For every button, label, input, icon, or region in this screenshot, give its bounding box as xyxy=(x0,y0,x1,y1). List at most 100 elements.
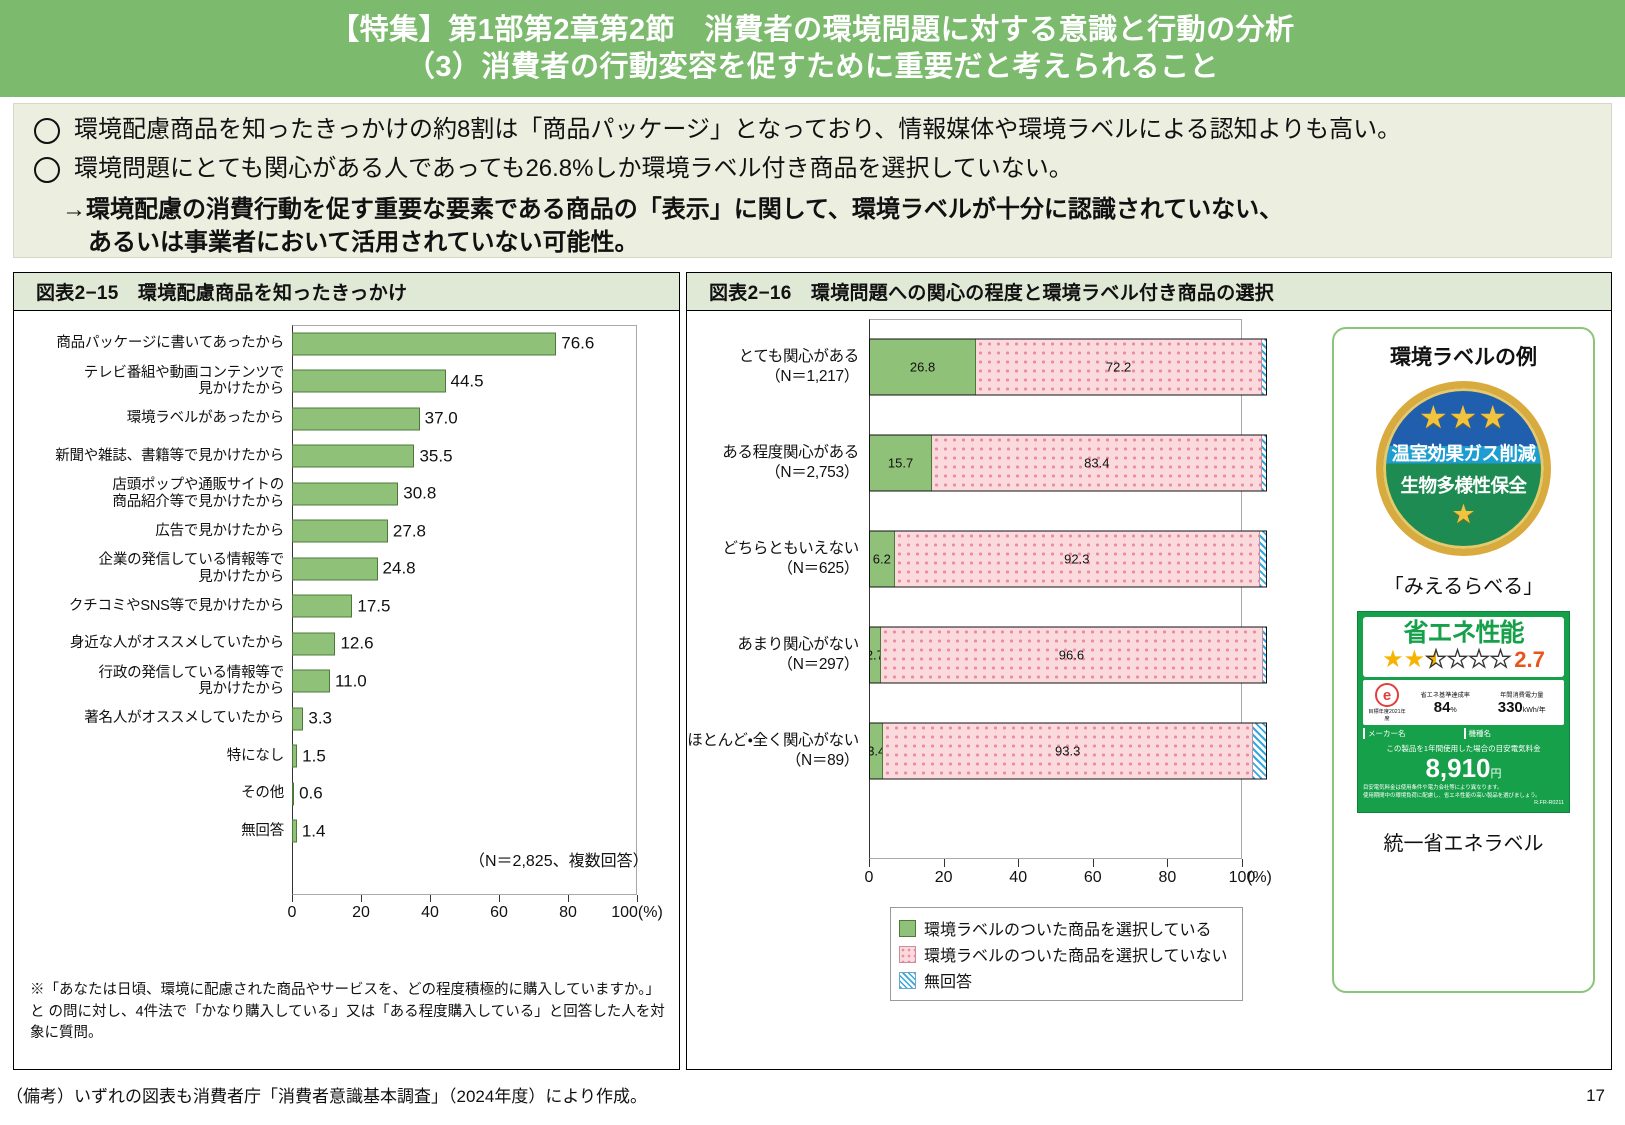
right-axis-tick-label: 40 xyxy=(1009,869,1028,886)
left-bar xyxy=(292,369,446,393)
left-axis-tick-label: 60 xyxy=(490,904,508,921)
left-bar-category-label: クチコミやSNS等で見かけたから xyxy=(68,597,284,614)
right-panel-header: 図表2−16 環境問題への関心の程度と環境ラベル付き商品の選択 xyxy=(687,273,1611,311)
legend-item[interactable]: 環境ラベルのついた商品を選択している xyxy=(899,916,1228,940)
left-axis-tick xyxy=(292,895,293,902)
energy-label-star-rating: ★ ★ ★ ★ ★ ★ 2.7 xyxy=(1368,647,1559,673)
left-bar-category-label: 広告で見かけたから xyxy=(155,522,284,539)
cost-number: 8,910 xyxy=(1425,753,1491,784)
achievement-rate-unit: % xyxy=(1450,706,1457,714)
summary-bullet-1-text: 環境配慮商品を知ったきっかけの約8割は「商品パッケージ」となっており、情報媒体や… xyxy=(74,116,1402,143)
left-axis-tick-label: 100(%) xyxy=(611,904,663,921)
right-bar-row: とても関心がある （N＝1,217） 26.8 72.2 xyxy=(687,319,1267,415)
left-chart-panel: 図表2−15 環境配慮商品を知ったきっかけ 商品パッケージに書いてあったから 76… xyxy=(13,272,680,1070)
e-mark-block: e 目標年度2021年度 xyxy=(1367,683,1407,722)
left-bar-row: 環境ラベルがあったから 37.0 xyxy=(14,400,679,438)
star-1-icon: ★ xyxy=(1382,646,1404,674)
left-axis-tick xyxy=(499,895,500,902)
energy-rating-value: 2.7 xyxy=(1514,647,1545,673)
left-bar-value-label: 17.5 xyxy=(357,596,391,616)
left-bar-plot-cell: 1.5 xyxy=(292,738,679,776)
right-bar-plot-cell: 15.7 83.4 xyxy=(869,415,1267,511)
left-bar-category-label: 企業の発信している情報等で 見かけたから xyxy=(98,552,285,585)
right-bar-segment-1: 6.2 xyxy=(870,531,895,587)
left-bar xyxy=(292,407,420,431)
right-stacked-bar: 3.4 93.3 xyxy=(869,722,1267,780)
legend-label: 環境ラベルのついた商品を選択していない xyxy=(924,948,1228,965)
left-axis-tick xyxy=(361,895,362,902)
left-bar-value-label: 37.0 xyxy=(424,408,458,428)
annual-power-unit: kWh/年 xyxy=(1522,706,1546,714)
left-bar-plot-cell: 11.0 xyxy=(292,663,679,701)
right-bar-segment-1: 26.8 xyxy=(870,339,977,395)
right-bar-value-label: 72.2 xyxy=(1105,359,1132,375)
right-axis-tick xyxy=(1167,859,1169,867)
summary-conclusion: →環境配慮の消費行動を促す重要な要素である商品の「表示」に関して、環境ラベルが十… xyxy=(62,193,1595,260)
left-bar xyxy=(292,332,557,356)
conclusion-line-1: →環境配慮の消費行動を促す重要な要素である商品の「表示」に関して、環境ラベルが十… xyxy=(62,195,1284,223)
right-bar-segment-3 xyxy=(1260,531,1266,587)
right-bar-segment-2: 93.3 xyxy=(883,723,1253,779)
summary-bullet-2: 環境問題にとても関心がある人であっても26.8%しか環境ラベル付き商品を選択して… xyxy=(30,153,1595,185)
right-axis-tick-label: 0 xyxy=(864,869,874,886)
right-bar-plot-cell: 3.4 93.3 xyxy=(869,703,1267,799)
left-bar-category-label: 環境ラベルがあったから xyxy=(126,410,285,427)
right-bar-segment-1: 2.7 xyxy=(870,627,881,683)
legend-item[interactable]: 環境ラベルのついた商品を選択していない xyxy=(899,942,1228,966)
achievement-rate-label: 省エネ基準達成率 xyxy=(1420,691,1471,699)
left-bar xyxy=(292,482,399,506)
right-bar-row: ほとんど・全く関心がない（N＝89） 3.4 93.3 xyxy=(687,703,1267,799)
right-x-axis: 0 20 40 60 80 100 (%) xyxy=(865,859,1272,899)
left-axis-tick-label: 0 xyxy=(287,904,297,921)
energy-label-top: 省エネ性能 ★ ★ ★ ★ ★ ★ 2.7 xyxy=(1363,617,1564,678)
right-axis-tick xyxy=(1242,859,1243,867)
page-number: 17 xyxy=(1586,1086,1605,1105)
right-axis-unit: (%) xyxy=(1247,869,1272,886)
right-bar-segment-1: 3.4 xyxy=(870,723,884,779)
energy-label-title: 省エネ性能 xyxy=(1403,619,1524,647)
left-bar-value-label: 0.6 xyxy=(299,783,323,803)
legend-label: 環境ラベルのついた商品を選択している xyxy=(924,922,1212,939)
right-bar-value-label: 26.8 xyxy=(909,359,936,375)
slide-title-banner: 【特集】第1部第2章第2節 消費者の環境問題に対する意識と行動の分析 （3）消費… xyxy=(0,0,1625,97)
left-axis-tick xyxy=(568,895,569,902)
left-bar-plot-cell: 17.5 xyxy=(292,588,679,626)
left-bar-value-label: 27.8 xyxy=(392,521,426,541)
right-bar-category-label: とても関心がある （N＝1,217） xyxy=(738,347,860,385)
star-4-icon: ★ xyxy=(1446,646,1469,674)
achievement-rate-value: 84% xyxy=(1407,699,1484,716)
right-axis-tick xyxy=(1018,859,1020,867)
left-bar-row: テレビ番組や動画コンテンツで 見かけたから 44.5 xyxy=(14,363,679,401)
left-bar-row: 新聞や雑誌、書籍等で見かけたから 35.5 xyxy=(14,438,679,476)
left-bar-value-label: 76.6 xyxy=(561,333,595,353)
cost-label: この製品を1年間使用した場合の目安電気料金 xyxy=(1386,744,1541,754)
left-bar-category-label: 著名人がオススメしていたから xyxy=(84,710,284,727)
figure-2-16-stacked-bar-chart: とても関心がある （N＝1,217） 26.8 72.2 ある程度関心がある （N＝2,7… xyxy=(687,311,1272,1001)
right-bar-row: どちらともいえない （N＝625） 6.2 92.3 xyxy=(687,511,1267,607)
left-bar-row: その他 0.6 xyxy=(14,775,679,813)
right-bar-value-label: 3.4 xyxy=(870,743,882,759)
star-6-icon: ★ xyxy=(1489,646,1512,674)
left-bar-plot-cell: 12.6 xyxy=(292,625,679,663)
left-bar-row: クチコミやSNS等で見かけたから 17.5 xyxy=(14,588,679,626)
badge-star-bottom: ★ xyxy=(1451,499,1476,529)
cost-value: 8,910円 xyxy=(1363,755,1564,781)
left-bar-row: 身近な人がオススメしていたから 12.6 xyxy=(14,625,679,663)
maker-name-field: メーカー名 xyxy=(1363,728,1464,740)
left-bar xyxy=(292,557,378,581)
right-chart-legend: 環境ラベルのついた商品を選択している 環境ラベルのついた商品を選択していない無回答 xyxy=(890,907,1243,1001)
right-bar-segment-3 xyxy=(1262,435,1266,491)
left-axis-tick-label: 80 xyxy=(559,904,577,921)
left-bar-category-label: 行政の発信している情報等で 見かけたから xyxy=(98,664,285,698)
star-3-icon: ★ xyxy=(1425,646,1448,674)
left-bar xyxy=(292,444,415,468)
left-bar-row: 特になし 1.5 xyxy=(14,738,679,776)
left-bar-value-label: 11.0 xyxy=(334,671,367,691)
left-bar xyxy=(292,782,295,806)
right-bar-segment-2: 92.3 xyxy=(894,531,1261,587)
legend-item[interactable]: 無回答 xyxy=(899,968,1228,992)
right-bar-value-label: 83.4 xyxy=(1084,455,1110,471)
left-bar-row: 店頭ポップや通販サイトの 商品紹介等で見かけたから 30.8 xyxy=(14,475,679,513)
left-axis-tick-label: 20 xyxy=(352,904,370,921)
star-5-icon: ★ xyxy=(1468,646,1491,674)
